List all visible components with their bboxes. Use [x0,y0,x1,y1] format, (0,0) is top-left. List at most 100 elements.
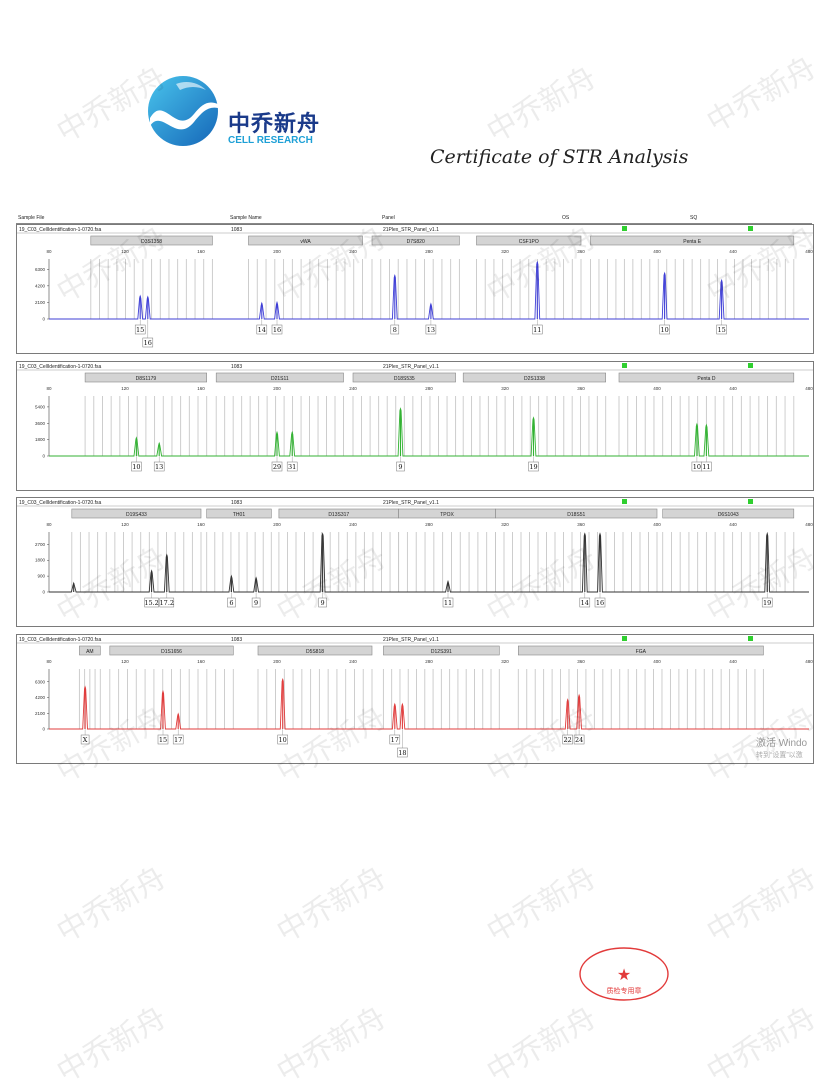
allele-label-box[interactable] [277,734,288,745]
y-tick-label: 3600 [35,421,46,426]
watermark-text: 中乔新舟 [481,999,603,1091]
allele-label-box[interactable] [389,734,401,745]
allele-label-box[interactable] [271,461,283,472]
locus-bar[interactable] [215,372,344,383]
locus-label: D8S1179 [136,376,157,382]
allele-label-box[interactable] [528,461,539,472]
allele-label-box[interactable] [153,461,165,472]
allele-label-box[interactable] [390,324,400,335]
allele-label-box[interactable] [397,747,408,758]
locus-bar[interactable] [84,372,207,383]
allele-label-box[interactable] [716,324,727,335]
allele-label-box[interactable] [579,597,591,608]
y-tick-label: 0 [42,454,45,459]
allele-label-box[interactable] [157,734,169,745]
allele-label-box[interactable] [142,337,154,348]
allele-label-box[interactable] [532,324,543,335]
allele-label: 17.2 [160,599,174,607]
allele-label: 29 [273,463,281,471]
locus-bar[interactable] [109,645,234,656]
allele-label-box[interactable] [227,597,236,608]
allele-label: 18 [398,749,406,757]
page-title: Certificate of STR Analysis [430,146,689,168]
x-tick-label: 360 [577,249,585,254]
allele-label-box[interactable] [80,734,90,745]
allele-label: 11 [444,599,452,607]
allele-label-box[interactable] [131,461,142,472]
allele-label: 17 [174,736,182,744]
x-tick-label: 400 [653,386,661,391]
electropherogram-blue-chart: 19_C03_CellIdentification-1-0720.fsa 1083… [17,226,813,348]
locus-label: FGA [636,649,647,655]
allele-label-box[interactable] [594,597,606,608]
sample-name-label: 1083 [231,364,242,370]
header-os: OS [562,215,570,221]
electropherogram-black-chart: 19_C03_CellIdentification-1-0720.fsa 1083… [17,499,813,608]
locus-bar[interactable] [71,508,202,519]
allele-label-box[interactable] [396,461,405,472]
x-tick-label: 280 [425,522,433,527]
locus-bar[interactable] [383,645,500,656]
electropherogram-panel-blue: 19_C03_CellIdentification-1-0720.fsa 1083… [16,224,814,354]
watermark-text: 中乔新舟 [701,859,823,951]
allele-label: 10 [279,736,287,744]
x-tick-label: 200 [273,386,281,391]
os-status-indicator [622,499,627,504]
allele-label-box[interactable] [573,734,585,745]
locus-bar[interactable] [618,372,795,383]
allele-label: 6 [229,599,233,607]
y-tick-label: 2100 [35,711,46,716]
allele-label: 16 [596,599,604,607]
locus-bar[interactable] [662,508,795,519]
locus-bar[interactable] [590,235,795,246]
locus-bar[interactable] [476,235,582,246]
y-tick-label: 6300 [35,267,46,272]
allele-label-box[interactable] [134,324,146,335]
locus-bar[interactable] [90,235,213,246]
allele-label-box[interactable] [144,597,159,608]
locus-bar[interactable] [352,372,456,383]
locus-bar[interactable] [371,235,460,246]
allele-label-box[interactable] [659,324,670,335]
electropherogram-panel-green: 19_C03_CellIdentification-1-0720.fsa 1083… [16,361,814,491]
signal-trace [49,532,809,593]
x-tick-label: 80 [46,522,52,527]
allele-label-box[interactable] [286,461,298,472]
locus-label: D18S51 [567,512,585,518]
locus-bar[interactable] [517,645,764,656]
x-tick-label: 320 [501,522,509,527]
allele-label-box[interactable] [562,734,573,745]
allele-label-box[interactable] [251,597,261,608]
allele-label-box[interactable] [159,597,175,608]
locus-bar[interactable] [206,508,272,519]
electropherogram-green-chart: 19_C03_CellIdentification-1-0720.fsa 1083… [17,363,813,472]
allele-label-box[interactable] [761,597,773,608]
locus-bar[interactable] [257,645,373,656]
x-tick-label: 120 [121,249,129,254]
allele-label-box[interactable] [172,734,184,745]
os-status-indicator [622,636,627,641]
x-tick-label: 280 [425,659,433,664]
windows-activation-hint: 转到“设置”以激 [756,752,803,759]
header-sq: SQ [690,215,698,221]
allele-label: 31 [288,463,296,471]
allele-label-box[interactable] [442,597,454,608]
y-tick-label: 2700 [35,542,46,547]
allele-label: 10 [132,463,140,471]
allele-label-box[interactable] [256,324,268,335]
locus-bar[interactable] [248,235,363,246]
locus-bar[interactable] [79,645,101,656]
allele-label-box[interactable] [271,324,283,335]
x-tick-label: 440 [729,659,737,664]
allele-label-box[interactable] [318,597,327,608]
locus-bar[interactable] [462,372,607,383]
x-tick-label: 240 [349,386,357,391]
allele-label: 17 [391,736,399,744]
locus-label: CSF1PO [519,239,539,245]
allele-label-box[interactable] [425,324,437,335]
watermark-text: 中乔新舟 [701,999,823,1091]
sample-name-label: 1083 [231,227,242,233]
locus-bar[interactable] [495,508,658,519]
allele-label-box[interactable] [701,461,712,472]
x-tick-label: 480 [805,522,813,527]
